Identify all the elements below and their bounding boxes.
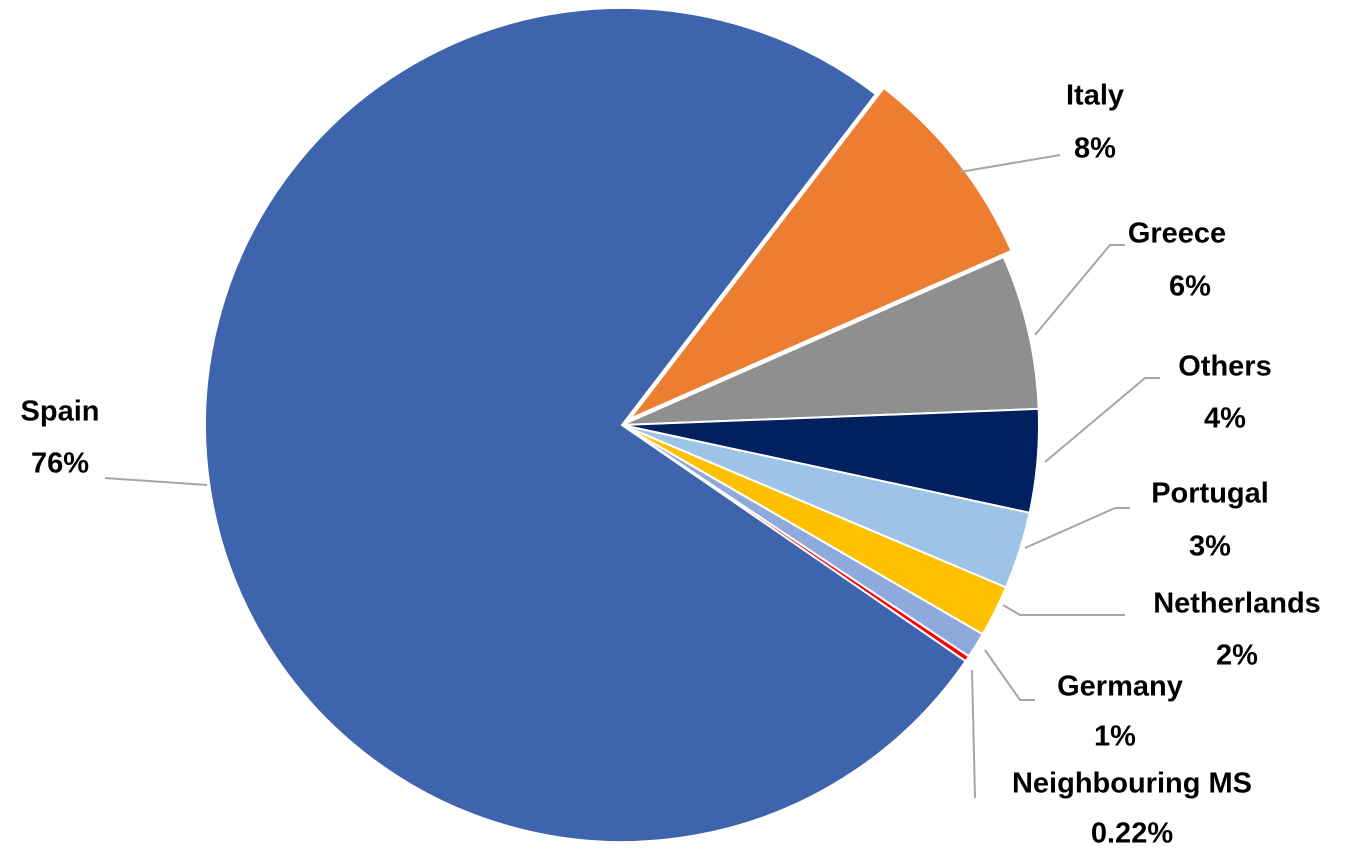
data-label-value: 8% [1074,133,1116,165]
data-label-name: Greece [1128,218,1226,250]
leader-line [1024,507,1130,549]
data-label-value: 0.22% [1091,818,1173,850]
leader-line [984,649,1035,701]
leader-line [1044,377,1160,463]
pie-slice [621,255,1040,426]
pie-slice [204,7,968,843]
leader-line [1034,244,1125,336]
data-label-name: Germany [1057,671,1183,703]
data-label-name: Italy [1066,80,1124,112]
data-label-value: 4% [1204,403,1246,435]
data-label-value: 1% [1094,721,1136,753]
data-label-name: Spain [21,396,100,428]
pie-slice [629,86,1013,420]
leader-line [971,669,976,799]
data-label-value: 6% [1169,271,1211,303]
data-label-value: 3% [1189,531,1231,563]
data-label-name: Neighbouring MS [1012,768,1252,800]
data-label-name: Others [1178,351,1271,383]
data-label-value: 2% [1216,640,1258,672]
leader-line [959,154,1061,173]
data-label-value: 76% [31,448,89,480]
data-label-name: Netherlands [1153,588,1321,620]
leader-line [104,477,208,486]
data-label-name: Portugal [1151,478,1269,510]
leader-line [1002,604,1125,616]
